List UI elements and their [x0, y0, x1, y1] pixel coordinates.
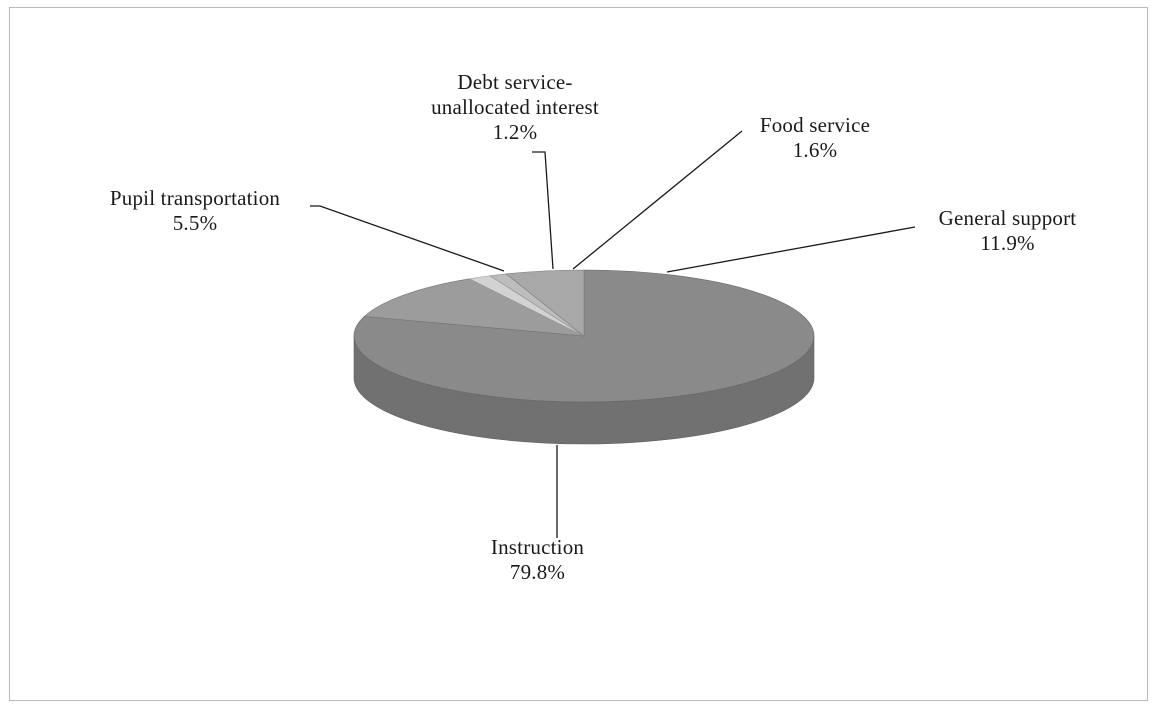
slice-label-general-support-value: 11.9%: [980, 231, 1035, 255]
slice-label-instruction: Instruction 79.8%: [455, 535, 620, 585]
slice-label-debt-service-line2: unallocated interest: [431, 95, 599, 119]
slice-label-instruction-name: Instruction: [490, 535, 585, 559]
pie-slice-general-support: [363, 278, 585, 337]
slice-label-instruction-value: 79.8%: [509, 560, 566, 584]
pie-top-faces: [353, 269, 815, 403]
leader-line-pupil-transportation: [310, 205, 505, 272]
slice-label-debt-service-value: 1.2%: [492, 120, 538, 144]
slice-label-pupil-transportation: Pupil transportation 5.5%: [80, 186, 310, 236]
leader-line-food-service: [572, 130, 743, 270]
slice-label-general-support-name: General support: [938, 206, 1077, 230]
slice-label-general-support: General support 11.9%: [905, 206, 1110, 256]
pie-slice-pupil-transportation: [505, 269, 585, 337]
slice-label-pupil-transportation-value: 5.5%: [172, 211, 218, 235]
slice-label-food-service-value: 1.6%: [792, 138, 838, 162]
slice-label-debt-service: Debt service- unallocated interest 1.2%: [410, 70, 620, 145]
leader-line-debt-service-unallocated-interest: [532, 151, 554, 270]
leader-lines: [310, 130, 916, 538]
slice-label-food-service-name: Food service: [759, 113, 871, 137]
leader-line-general-support: [666, 226, 916, 273]
slice-label-food-service: Food service 1.6%: [735, 113, 895, 163]
slice-label-debt-service-line1: Debt service-: [457, 70, 573, 94]
slice-label-pupil-transportation-name: Pupil transportation: [109, 186, 281, 210]
